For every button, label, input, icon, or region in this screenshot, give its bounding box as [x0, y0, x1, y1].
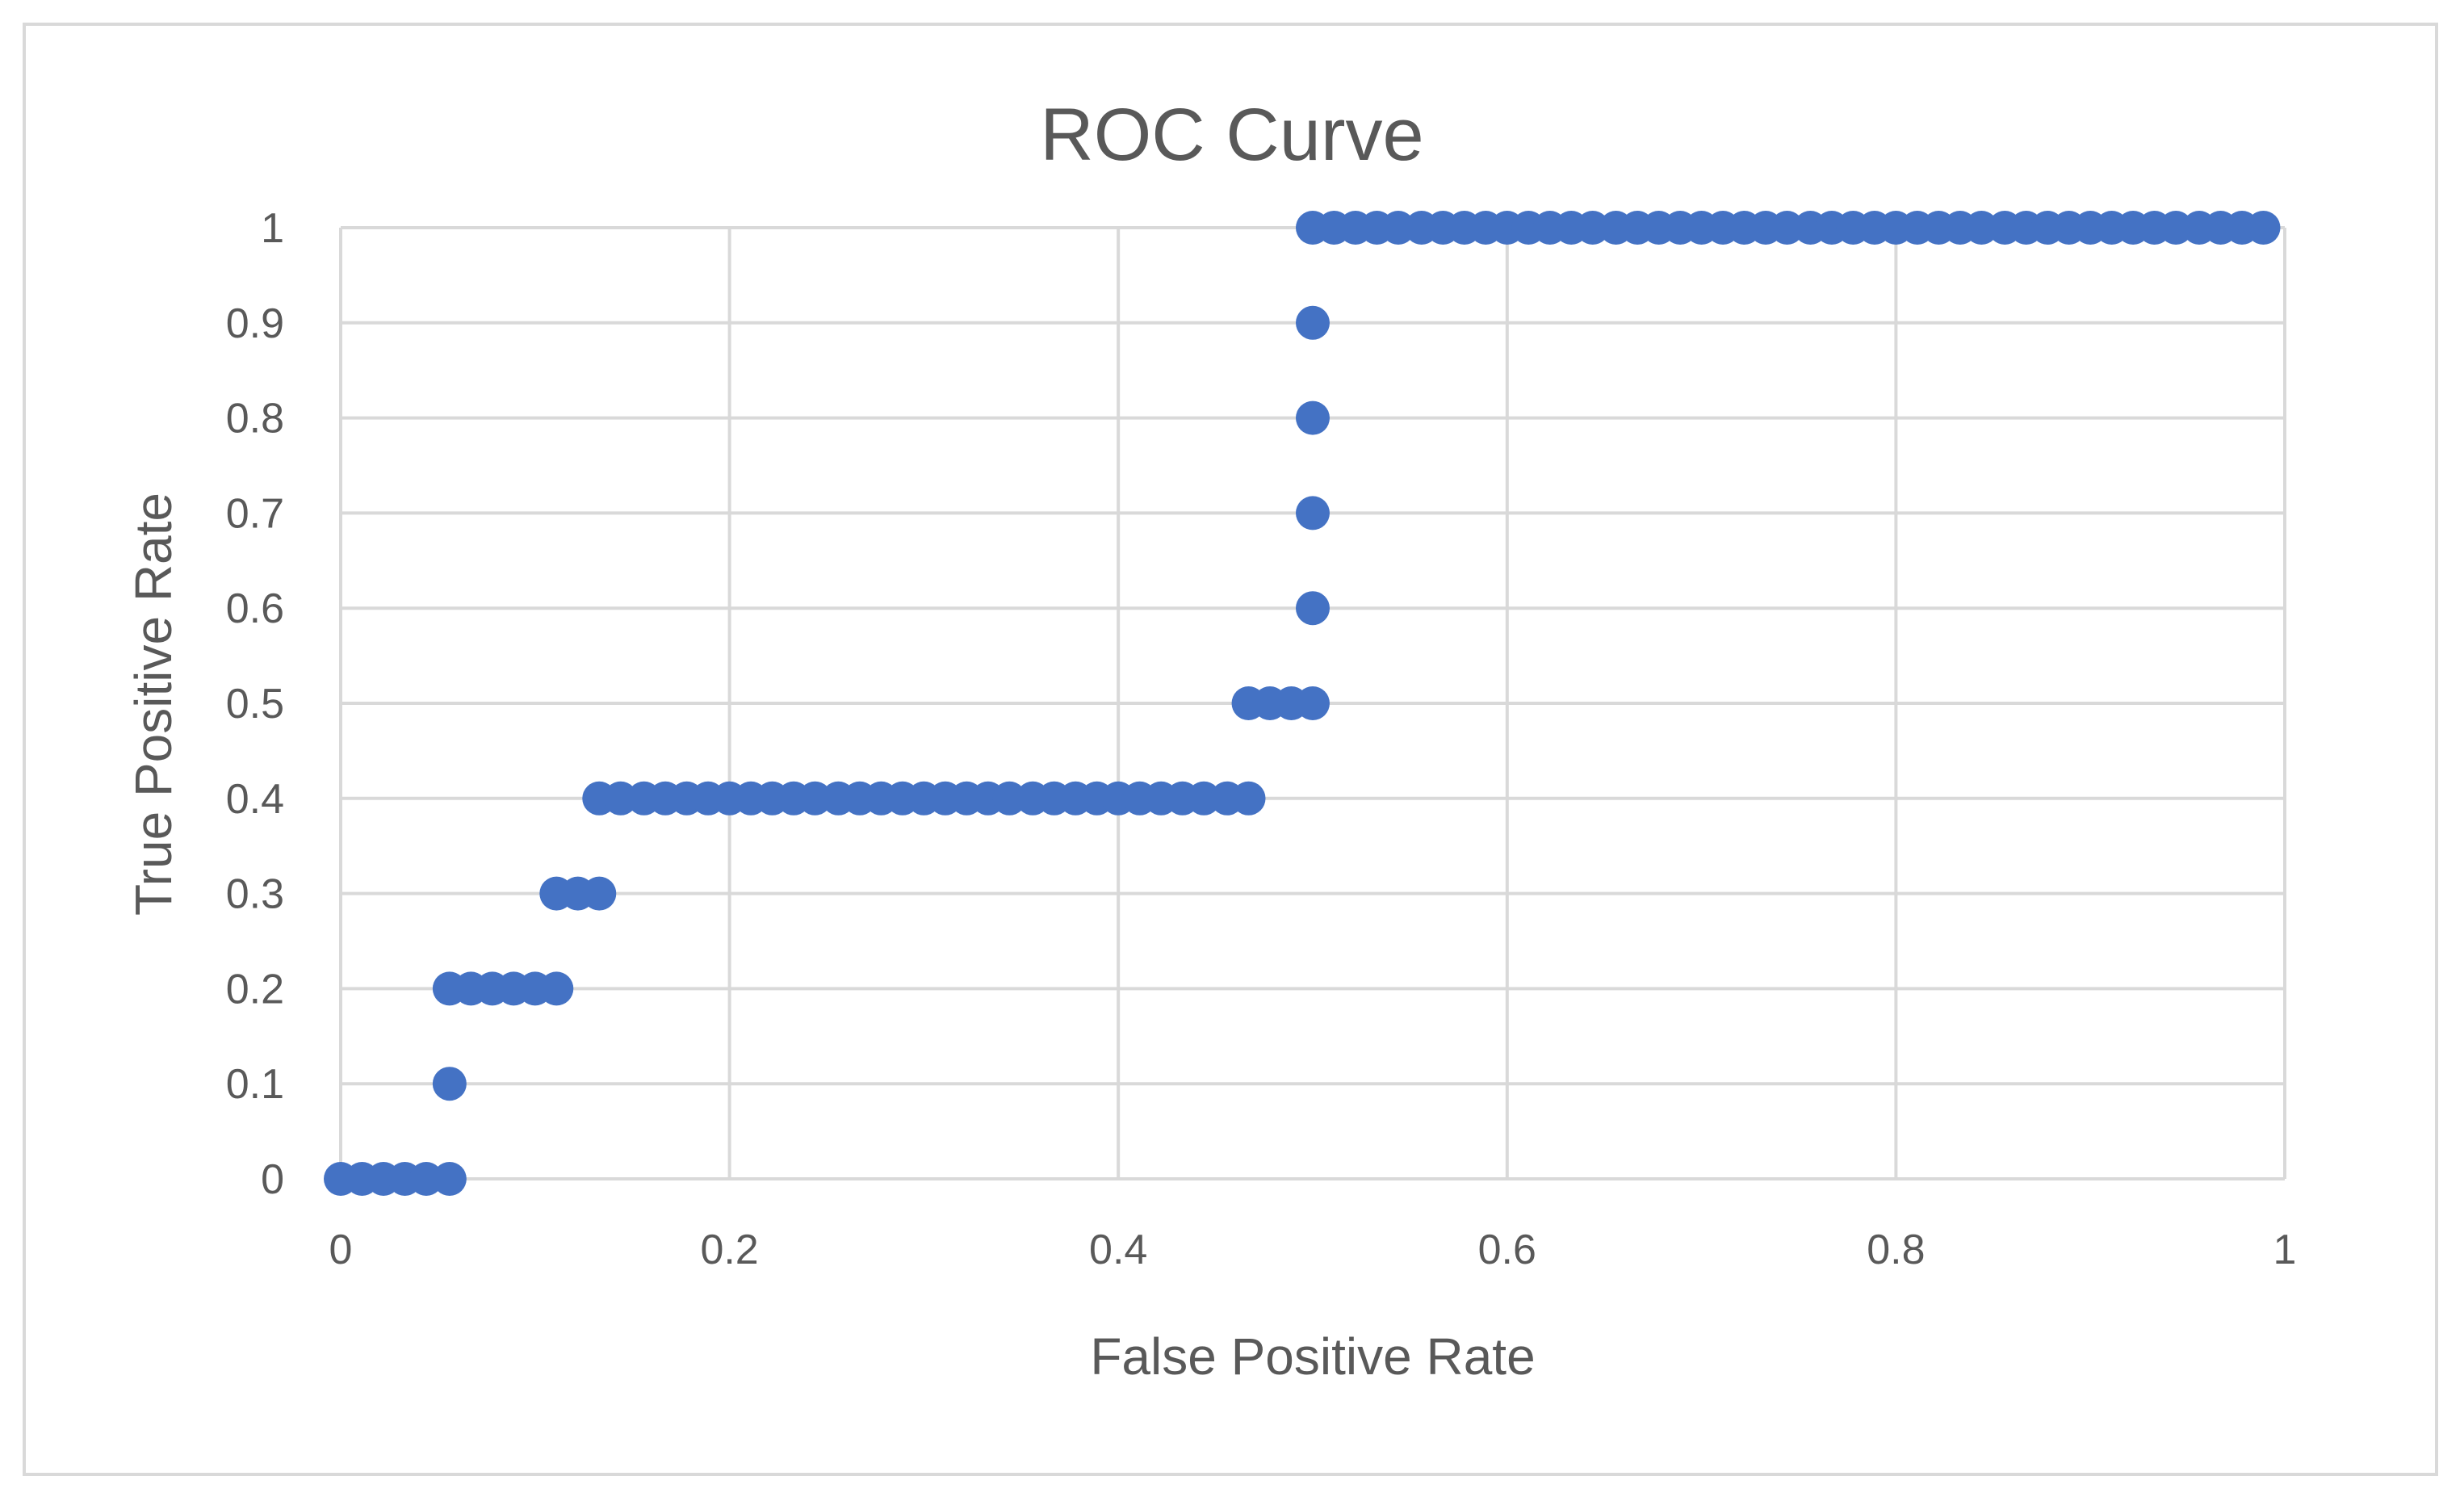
data-point [1575, 211, 1610, 245]
data-point [1296, 496, 1330, 530]
data-point [1231, 781, 1266, 816]
y-axis-label: True Positive Rate [124, 493, 182, 916]
x-tick-label: 0.6 [1478, 1227, 1536, 1273]
data-point [1296, 400, 1330, 435]
data-point [1296, 686, 1330, 720]
y-tick-label: 0.7 [226, 490, 284, 537]
data-point [798, 781, 832, 816]
x-tick-label: 0 [329, 1227, 353, 1273]
y-tick-label: 0.1 [226, 1061, 284, 1108]
data-point [992, 781, 1027, 816]
y-tick-label: 0.8 [226, 396, 284, 442]
data-point [1296, 305, 1330, 340]
data-point [432, 1162, 467, 1196]
data-point [2246, 211, 2281, 245]
point-layer [324, 211, 2281, 1196]
data-point [1296, 591, 1330, 626]
x-tick-label: 0.2 [700, 1227, 758, 1273]
y-tick-label: 0.9 [226, 300, 284, 347]
data-point [539, 971, 574, 1006]
data-point [1964, 211, 1999, 245]
x-tick-label: 1 [2273, 1227, 2297, 1273]
chart-title: ROC Curve [1040, 94, 1423, 176]
y-tick-label: 0.2 [226, 966, 284, 1013]
y-tick-label: 0.4 [226, 776, 284, 823]
chart-frame [23, 23, 2438, 1476]
y-tick-label: 0.5 [226, 681, 284, 728]
tick-layer: 0 0.1 0.2 0.3 0.4 0.5 0.6 0.7 0.8 0.9 1 0 0.2 0.4 0.6 0… [226, 205, 2297, 1273]
y-tick-label: 0.3 [226, 871, 284, 918]
y-tick-label: 1 [261, 205, 284, 252]
data-point [432, 1067, 467, 1101]
x-tick-label: 0.4 [1089, 1227, 1147, 1273]
data-point [2159, 211, 2194, 245]
data-point [1187, 781, 1222, 816]
y-tick-label: 0.6 [226, 585, 284, 632]
data-point [1381, 211, 1415, 245]
data-point [582, 876, 617, 911]
data-point [1770, 211, 1804, 245]
x-axis-label: False Positive Rate [1090, 1327, 1535, 1386]
data-point [409, 1162, 443, 1196]
x-tick-label: 0.8 [1867, 1227, 1925, 1273]
y-tick-label: 0 [261, 1156, 284, 1203]
data-point [603, 781, 638, 816]
